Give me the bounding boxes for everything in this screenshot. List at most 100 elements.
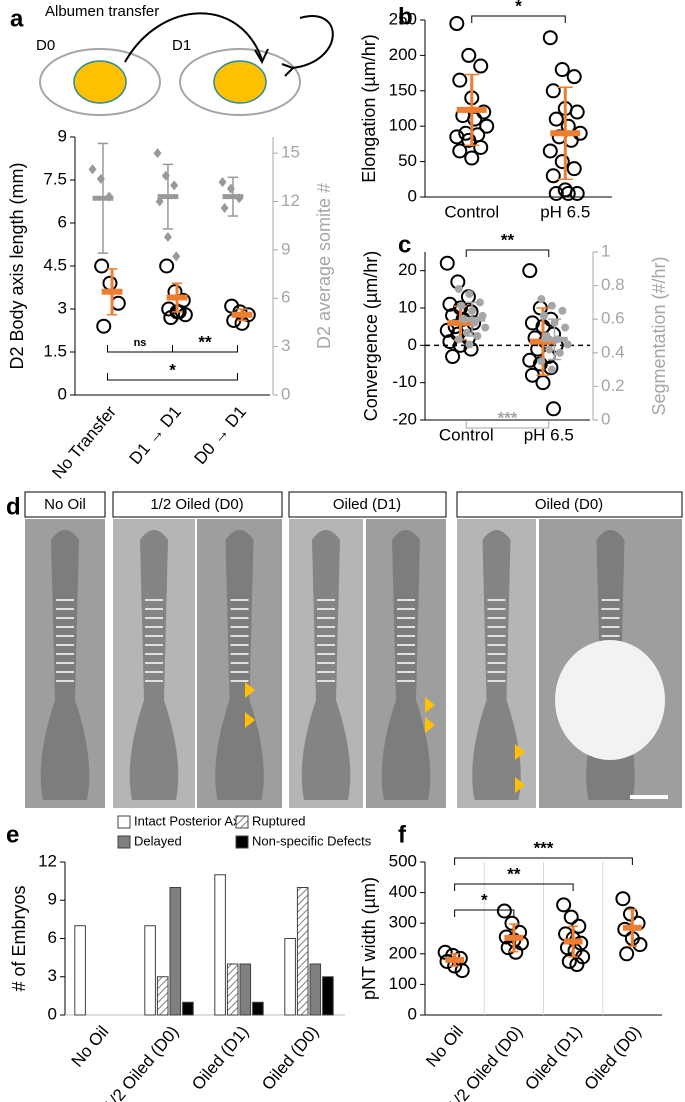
data-point bbox=[454, 284, 463, 293]
y-tick-label: 50 bbox=[398, 151, 417, 170]
data-point bbox=[454, 335, 463, 344]
arrowhead bbox=[245, 682, 255, 698]
data-point bbox=[563, 909, 579, 925]
data-point bbox=[445, 349, 461, 365]
arrowhead bbox=[515, 744, 525, 760]
data-point bbox=[475, 298, 484, 307]
legend-label: Non-specific Defects bbox=[252, 833, 372, 848]
legend-label: Delayed bbox=[134, 833, 182, 848]
data-point bbox=[545, 345, 554, 354]
y-tick-label: 3 bbox=[48, 966, 57, 985]
x-tick-label: No Oil bbox=[422, 1022, 467, 1070]
y-axis-label: Elongation (µm/hr) bbox=[359, 34, 379, 182]
significance-bracket bbox=[465, 249, 550, 257]
y-tick-label: 9 bbox=[58, 126, 67, 145]
significance-bracket bbox=[107, 373, 238, 381]
egg bbox=[39, 48, 161, 116]
data-point bbox=[464, 150, 480, 166]
data-point bbox=[547, 365, 556, 374]
bar bbox=[284, 938, 296, 1016]
data-point bbox=[159, 258, 175, 274]
data-point bbox=[452, 72, 468, 88]
data-point bbox=[163, 231, 172, 242]
y-tick-label: 150 bbox=[389, 80, 417, 99]
significance-label: * bbox=[169, 360, 176, 379]
data-point bbox=[465, 290, 474, 298]
data-point bbox=[96, 318, 112, 334]
legend-swatch bbox=[235, 835, 249, 849]
data-point bbox=[452, 143, 468, 159]
legend-label: Ruptured bbox=[252, 813, 305, 828]
y-tick-label: 100 bbox=[389, 116, 417, 135]
y-tick-label: 400 bbox=[389, 882, 417, 901]
x-tick-label: No Transfer bbox=[48, 402, 120, 483]
data-point bbox=[94, 258, 110, 274]
arrowhead bbox=[245, 712, 255, 728]
significance-bracket bbox=[454, 857, 633, 865]
y-tick-label: 0 bbox=[408, 186, 417, 205]
legend-swatch bbox=[235, 815, 249, 829]
x-tick-label: Oiled (D1) bbox=[521, 1022, 585, 1094]
panel-label: c bbox=[398, 231, 411, 258]
panel-label: f bbox=[398, 821, 407, 848]
y-tick-label: 6 bbox=[48, 928, 57, 947]
image-label-box bbox=[24, 491, 106, 518]
data-point bbox=[220, 202, 229, 213]
data-point bbox=[218, 177, 227, 188]
bar bbox=[239, 963, 252, 1016]
x-tick-label: D0 → D1 bbox=[190, 402, 249, 468]
image-label: No Oil bbox=[44, 496, 86, 513]
data-point bbox=[566, 161, 582, 177]
legend-swatch bbox=[117, 815, 131, 829]
bar bbox=[322, 976, 334, 1016]
data-point bbox=[161, 301, 177, 317]
significance-bracket bbox=[454, 909, 515, 917]
data-point bbox=[88, 164, 97, 175]
data-point bbox=[547, 301, 556, 310]
legend-label: Intact Posterior Axis bbox=[134, 813, 249, 828]
y-tick-label: 0 bbox=[48, 1004, 57, 1023]
data-point bbox=[560, 185, 576, 201]
significance-label: ns bbox=[134, 337, 147, 349]
significance-label: * bbox=[481, 890, 488, 909]
y-axis-label: Convergence (µm/hr) bbox=[361, 251, 381, 421]
data-point bbox=[545, 83, 561, 99]
y2-tick-label: 12 bbox=[281, 191, 300, 210]
y-tick-label: 7.5 bbox=[43, 169, 67, 188]
data-point bbox=[473, 58, 489, 74]
y2-tick-label: 9 bbox=[281, 239, 290, 258]
data-point bbox=[449, 16, 465, 32]
data-point bbox=[556, 897, 572, 913]
data-point bbox=[548, 111, 564, 127]
yolk bbox=[73, 60, 127, 104]
embryo bbox=[381, 530, 431, 800]
y-tick-label: 0 bbox=[408, 1004, 417, 1023]
y-axis-label: D2 Body axis length (mm) bbox=[7, 162, 27, 369]
data-point bbox=[545, 168, 561, 184]
embryo bbox=[215, 530, 264, 800]
y-tick-label: 0 bbox=[408, 335, 417, 354]
arrow bbox=[291, 15, 334, 69]
bar bbox=[309, 963, 322, 1016]
diagram-title: Albumen transfer bbox=[45, 3, 159, 20]
data-point bbox=[537, 357, 546, 366]
image-label: Oiled (D0) bbox=[535, 496, 603, 513]
data-point bbox=[542, 143, 558, 159]
bar bbox=[169, 887, 182, 1016]
rupture bbox=[555, 640, 665, 760]
data-point bbox=[539, 311, 548, 320]
y-tick-label: 9 bbox=[48, 890, 57, 909]
significance-label: *** bbox=[534, 838, 554, 857]
data-point bbox=[457, 301, 466, 310]
bar bbox=[182, 1001, 194, 1016]
image-label: Oiled (D1) bbox=[333, 496, 401, 513]
yolk bbox=[213, 60, 267, 104]
y-tick-label: 4.5 bbox=[43, 255, 67, 274]
panel-label: e bbox=[6, 821, 19, 848]
data-point bbox=[102, 275, 118, 291]
data-point bbox=[622, 906, 638, 922]
arrowhead bbox=[254, 48, 269, 65]
data-point bbox=[465, 340, 474, 349]
